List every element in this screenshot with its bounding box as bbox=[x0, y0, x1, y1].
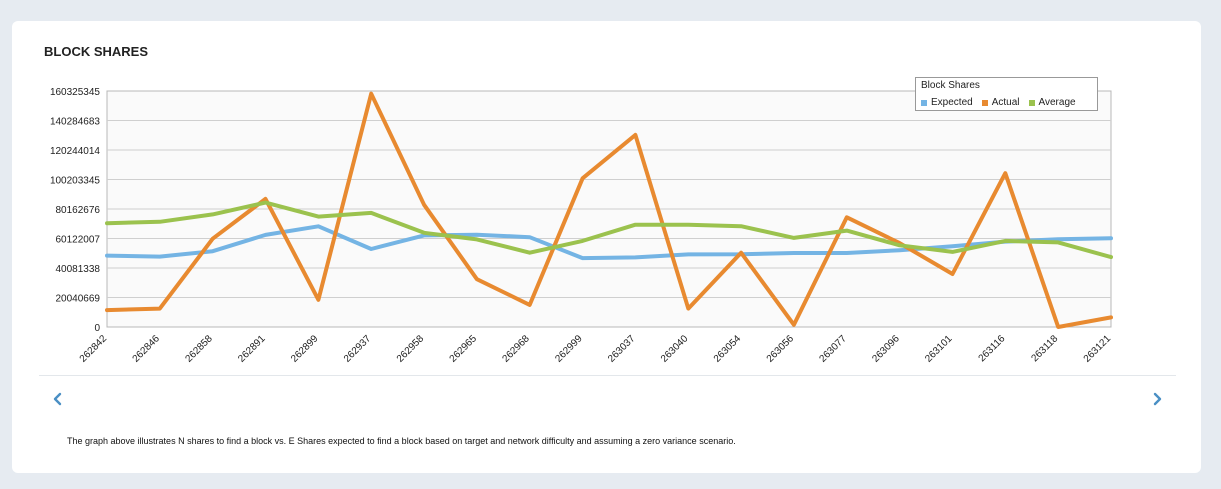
series-line-expected bbox=[105, 224, 1113, 261]
x-tick-label: 262937 bbox=[342, 333, 374, 365]
x-tick-label: 263101 bbox=[923, 333, 955, 365]
y-tick-label: 160325345 bbox=[50, 87, 100, 98]
x-tick-label: 262968 bbox=[500, 333, 532, 365]
block-shares-card: BLOCK SHARES 0 20040669 40081338 60122007 80… bbox=[12, 21, 1201, 473]
block-shares-chart: 0 20040669 40081338 60122007 80162676 1002033… bbox=[50, 87, 1114, 365]
legend-label-average: Average bbox=[1038, 97, 1076, 108]
x-tick-label: 262891 bbox=[236, 333, 268, 365]
x-tick-label: 263118 bbox=[1029, 333, 1060, 364]
x-tick-label: 263116 bbox=[977, 333, 1008, 364]
y-tick-label: 20040669 bbox=[56, 294, 101, 305]
y-tick-label: 80162676 bbox=[56, 205, 101, 216]
y-tick-label: 140284683 bbox=[50, 116, 100, 127]
legend-item-average[interactable]: Average bbox=[1028, 97, 1076, 108]
x-tick-label: 262958 bbox=[395, 333, 427, 365]
legend-item-actual[interactable]: Actual bbox=[981, 97, 1020, 108]
legend-label-expected: Expected bbox=[931, 97, 973, 108]
x-tick-label: 262899 bbox=[289, 333, 321, 365]
next-button[interactable] bbox=[1147, 389, 1167, 409]
chart-legend: Block Shares Expected Actual Average bbox=[915, 77, 1098, 111]
y-tick-label: 60122007 bbox=[56, 235, 101, 246]
x-tick-label: 263121 bbox=[1082, 333, 1114, 365]
card-title: BLOCK SHARES bbox=[44, 44, 149, 59]
y-tick-label: 100203345 bbox=[50, 176, 100, 187]
x-tick-label: 263037 bbox=[606, 333, 638, 365]
prev-button[interactable] bbox=[48, 389, 68, 409]
y-tick-label: 0 bbox=[94, 323, 100, 334]
x-tick-label: 263056 bbox=[765, 333, 797, 365]
x-tick-label: 263077 bbox=[818, 333, 850, 365]
legend-swatch-expected bbox=[921, 99, 927, 106]
legend-item-expected[interactable]: Expected bbox=[921, 97, 973, 108]
card-divider bbox=[39, 375, 1176, 376]
chart-description: The graph above illustrates N shares to … bbox=[67, 436, 736, 446]
legend-swatch-actual bbox=[981, 99, 988, 106]
series-line-actual bbox=[105, 91, 1113, 329]
y-tick-label: 120244014 bbox=[50, 146, 100, 157]
x-tick-label: 262999 bbox=[553, 333, 585, 365]
x-tick-label: 262965 bbox=[448, 333, 480, 365]
x-tick-label: 262858 bbox=[183, 333, 215, 365]
x-tick-label: 263040 bbox=[659, 333, 691, 365]
x-tick-label: 262846 bbox=[131, 333, 163, 365]
y-tick-label: 40081338 bbox=[56, 264, 101, 275]
legend-swatch-average bbox=[1028, 99, 1035, 106]
legend-label-actual: Actual bbox=[991, 97, 1020, 108]
x-tick-label: 263096 bbox=[870, 333, 902, 365]
x-tick-label: 262842 bbox=[78, 333, 110, 365]
series-line-average bbox=[105, 200, 1113, 260]
chevron-right-icon bbox=[1153, 392, 1162, 406]
x-tick-label: 263054 bbox=[712, 333, 744, 365]
chevron-left-icon bbox=[53, 392, 62, 406]
legend-title: Block Shares bbox=[921, 80, 980, 91]
